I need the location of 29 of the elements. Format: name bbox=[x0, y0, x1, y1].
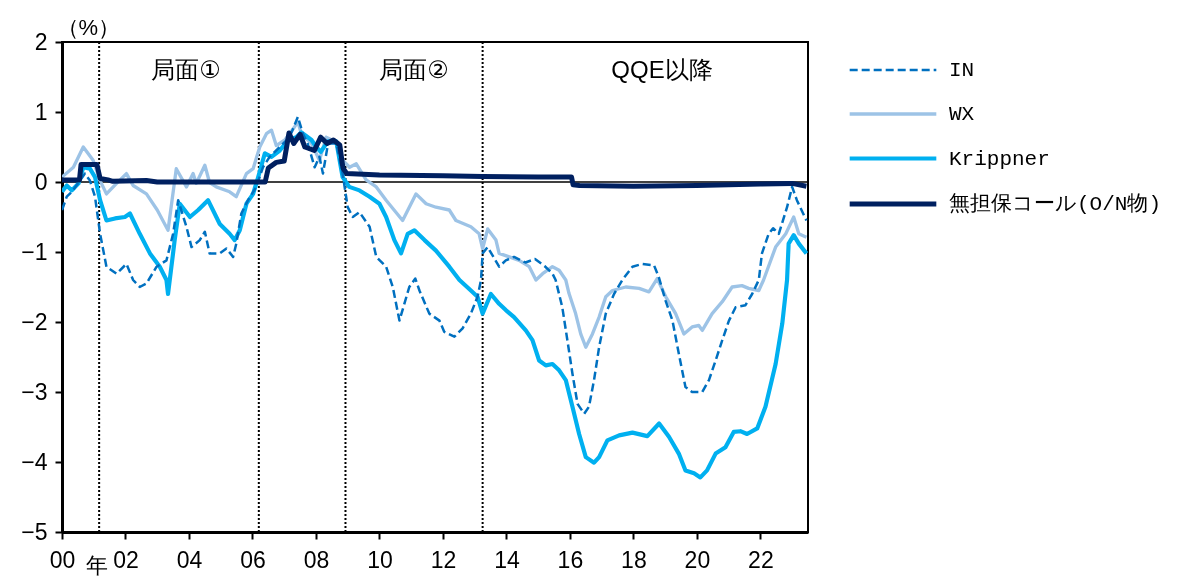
legend-label: 無担保コール(O/N物) bbox=[949, 193, 1162, 216]
y-tick-label: −3 bbox=[21, 378, 48, 405]
y-tick-label: −1 bbox=[21, 238, 48, 265]
x-tick-label: 22 bbox=[748, 546, 774, 573]
x-tick-label: 12 bbox=[430, 546, 457, 573]
x-axis-title: 年 bbox=[85, 552, 108, 578]
x-tick-label: 16 bbox=[557, 546, 584, 573]
x-tick-label: 10 bbox=[367, 546, 393, 573]
y-tick-label: −5 bbox=[21, 518, 48, 545]
y-axis-title: （%） bbox=[56, 14, 121, 40]
annotation: 局面② bbox=[379, 56, 449, 83]
x-tick-label: 06 bbox=[240, 546, 266, 573]
y-tick-label: 2 bbox=[34, 28, 48, 55]
x-tick-label: 20 bbox=[684, 546, 711, 573]
x-tick-label: 04 bbox=[176, 546, 203, 573]
y-tick-label: 0 bbox=[34, 168, 48, 195]
x-tick-label: 00 bbox=[49, 546, 76, 573]
legend-label: IN bbox=[949, 59, 975, 82]
y-tick-label: −2 bbox=[21, 308, 48, 335]
y-tick-label: −4 bbox=[21, 448, 48, 475]
legend-label: WX bbox=[949, 103, 975, 126]
x-tick-label: 08 bbox=[303, 546, 330, 573]
annotation: 局面① bbox=[151, 56, 221, 83]
x-tick-label: 02 bbox=[113, 546, 139, 573]
x-tick-label: 14 bbox=[494, 546, 520, 573]
legend-label: Krippner bbox=[949, 147, 1050, 171]
x-tick-label: 18 bbox=[621, 546, 647, 573]
annotation: QQE以降 bbox=[611, 56, 713, 83]
y-tick-label: 1 bbox=[34, 98, 48, 125]
